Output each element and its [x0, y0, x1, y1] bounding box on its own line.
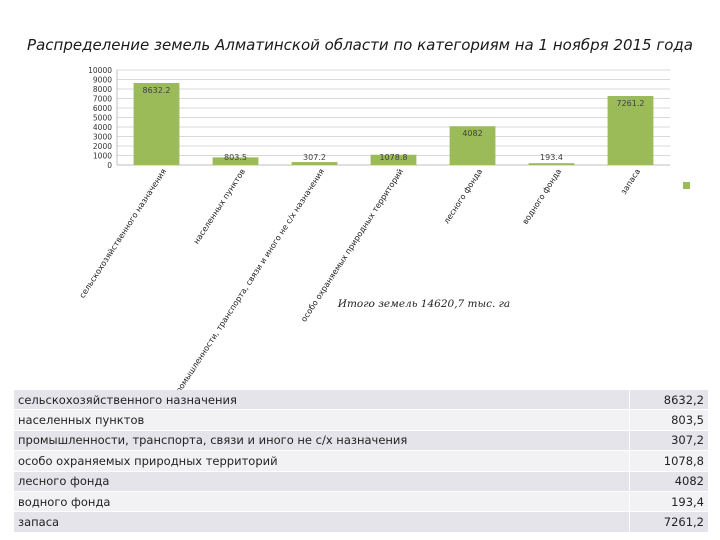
row-label: промышленности, транспорта, связи и иног… — [14, 430, 630, 452]
chart-title: Распределение земель Алматинской области… — [27, 36, 693, 54]
table-row: лесного фонда 4082 — [14, 471, 708, 492]
row-value: 803,5 — [629, 409, 708, 431]
data-table: сельскохозяйственного назначения 8632,2 на… — [14, 390, 708, 533]
y-tick-label: 6000 — [93, 104, 112, 113]
y-tick-label: 0 — [107, 161, 112, 170]
table-row: запаса 7261,2 — [14, 511, 708, 533]
y-tick-label: 7000 — [93, 95, 112, 104]
row-value: 7261,2 — [629, 511, 708, 533]
y-tick-label: 4000 — [93, 123, 112, 132]
legend-swatch — [683, 182, 690, 189]
x-tick-label: водного фонда — [521, 167, 564, 226]
y-tick-label: 8000 — [93, 85, 112, 94]
bar-chart: 0100020003000400050006000700080009000100… — [78, 66, 690, 390]
annotation: Итого земель 14620,7 тыс. га — [337, 298, 510, 310]
row-label: населенных пунктов — [14, 409, 630, 431]
row-label: водного фонда — [14, 491, 630, 513]
data-label: 8632.2 — [143, 86, 171, 95]
bar — [291, 162, 338, 165]
row-label: сельскохозяйственного назначения — [14, 390, 630, 411]
bar — [528, 163, 575, 165]
bar — [449, 126, 496, 165]
x-tick-label: сельскохозяйственного назначения — [78, 167, 169, 300]
y-tick-label: 3000 — [93, 133, 112, 142]
row-value: 8632,2 — [629, 390, 708, 411]
y-tick-label: 2000 — [93, 142, 112, 151]
data-label: 1078.8 — [380, 153, 408, 162]
bar — [607, 96, 654, 165]
row-label: особо охраняемых природных территорий — [14, 450, 630, 472]
bar — [370, 154, 417, 165]
x-tick-label: лесного фонда — [442, 167, 484, 225]
x-tick-label: населенных пунктов — [192, 167, 248, 246]
row-value: 4082 — [629, 471, 708, 492]
data-label: 803.5 — [224, 153, 247, 162]
table-row: особо охраняемых природных территорий 107… — [14, 450, 708, 472]
row-value: 307,2 — [629, 430, 708, 452]
data-label: 307.2 — [303, 153, 326, 162]
bar — [133, 82, 180, 165]
y-tick-label: 1000 — [93, 152, 112, 161]
table-row: водного фонда 193,4 — [14, 491, 708, 513]
table-row: сельскохозяйственного назначения 8632,2 — [14, 390, 708, 411]
y-tick-label: 10000 — [88, 66, 112, 75]
table-row: промышленности, транспорта, связи и иног… — [14, 430, 708, 452]
row-label: лесного фонда — [14, 471, 630, 492]
y-tick-label: 5000 — [93, 114, 112, 123]
row-label: запаса — [14, 511, 630, 533]
data-table-container: сельскохозяйственного назначения 8632,2 на… — [14, 390, 708, 533]
row-value: 193,4 — [629, 491, 708, 513]
row-value: 1078,8 — [629, 450, 708, 472]
data-label: 4082 — [462, 129, 482, 138]
x-tick-label: запаса — [619, 167, 642, 196]
y-tick-label: 9000 — [93, 76, 112, 85]
data-label: 7261.2 — [617, 99, 645, 108]
x-tick-label: промышленности, транспорта, связи и иног… — [171, 167, 326, 390]
bar — [212, 157, 259, 165]
table-row: населенных пунктов 803,5 — [14, 409, 708, 431]
data-label: 193.4 — [540, 153, 563, 162]
